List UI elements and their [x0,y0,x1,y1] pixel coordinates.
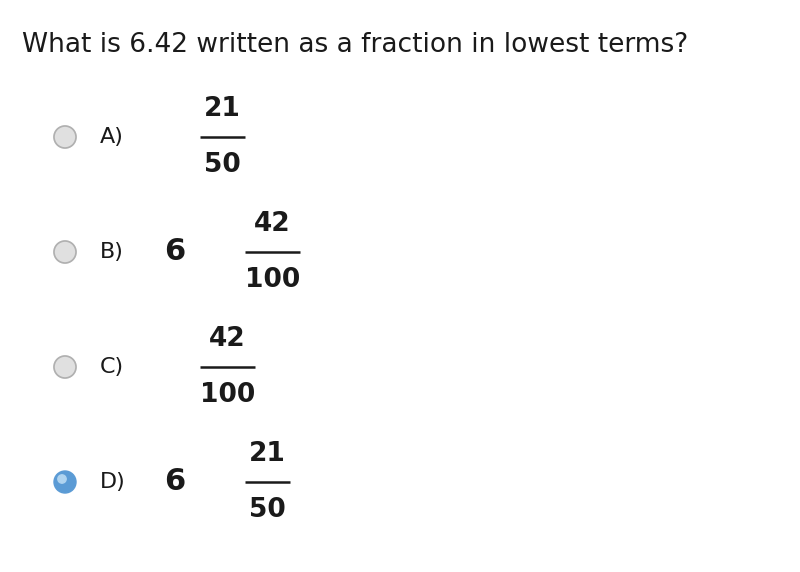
Text: B): B) [100,242,124,262]
Circle shape [54,241,76,263]
Text: 6: 6 [164,467,186,496]
Text: 6: 6 [164,237,186,267]
Text: 50: 50 [204,152,241,178]
Circle shape [54,471,76,493]
Text: 21: 21 [204,96,241,122]
Text: 21: 21 [249,441,286,467]
Text: 100: 100 [200,382,255,408]
Circle shape [58,475,66,483]
Text: 42: 42 [209,326,246,352]
Circle shape [54,356,76,378]
Text: D): D) [100,472,126,492]
Text: 42: 42 [254,211,291,237]
Circle shape [54,126,76,148]
Text: A): A) [100,127,124,147]
Text: 50: 50 [249,497,286,523]
Text: C): C) [100,357,124,377]
Text: 100: 100 [245,267,300,293]
Text: What is 6.42 written as a fraction in lowest terms?: What is 6.42 written as a fraction in lo… [22,32,688,58]
